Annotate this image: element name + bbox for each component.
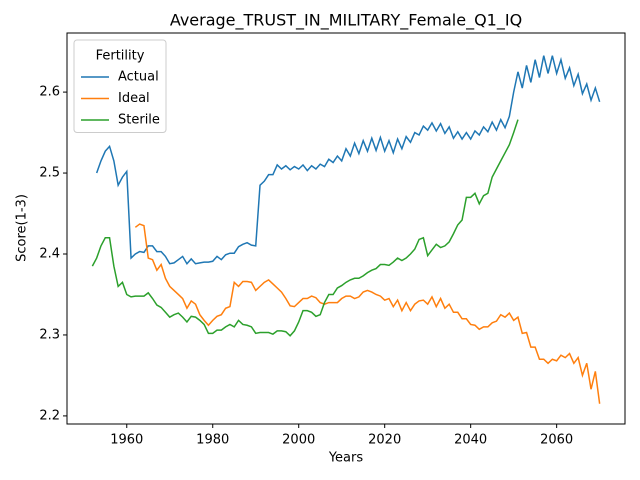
y-tick-label: 2.4 [39,247,60,262]
chart-title: Average_TRUST_IN_MILITARY_Female_Q1_IQ [170,11,522,31]
x-tick-label: 1960 [110,433,143,448]
x-tick-label: 2000 [282,433,315,448]
x-tick-label: 2040 [454,433,487,448]
series-line [95,55,601,265]
legend-label: Sterile [118,113,160,128]
y-tick-label: 2.2 [39,408,60,423]
legend-title: Fertility [96,49,145,64]
y-axis-label: Score(1-3) [15,194,30,262]
x-tick-label: 1980 [196,433,229,448]
plot-frame [66,32,626,425]
series-line [134,223,601,404]
y-tick-label: 2.5 [39,166,60,181]
series-line [91,119,519,337]
legend-label: Ideal [118,91,150,106]
y-tick-label: 2.3 [39,327,60,342]
legend-label: Actual [118,70,159,85]
legend-box [73,39,167,133]
x-tick-label: 2060 [540,433,573,448]
x-axis-label: Years [328,451,364,466]
x-tick-label: 2020 [368,433,401,448]
y-tick-label: 2.6 [39,85,60,100]
